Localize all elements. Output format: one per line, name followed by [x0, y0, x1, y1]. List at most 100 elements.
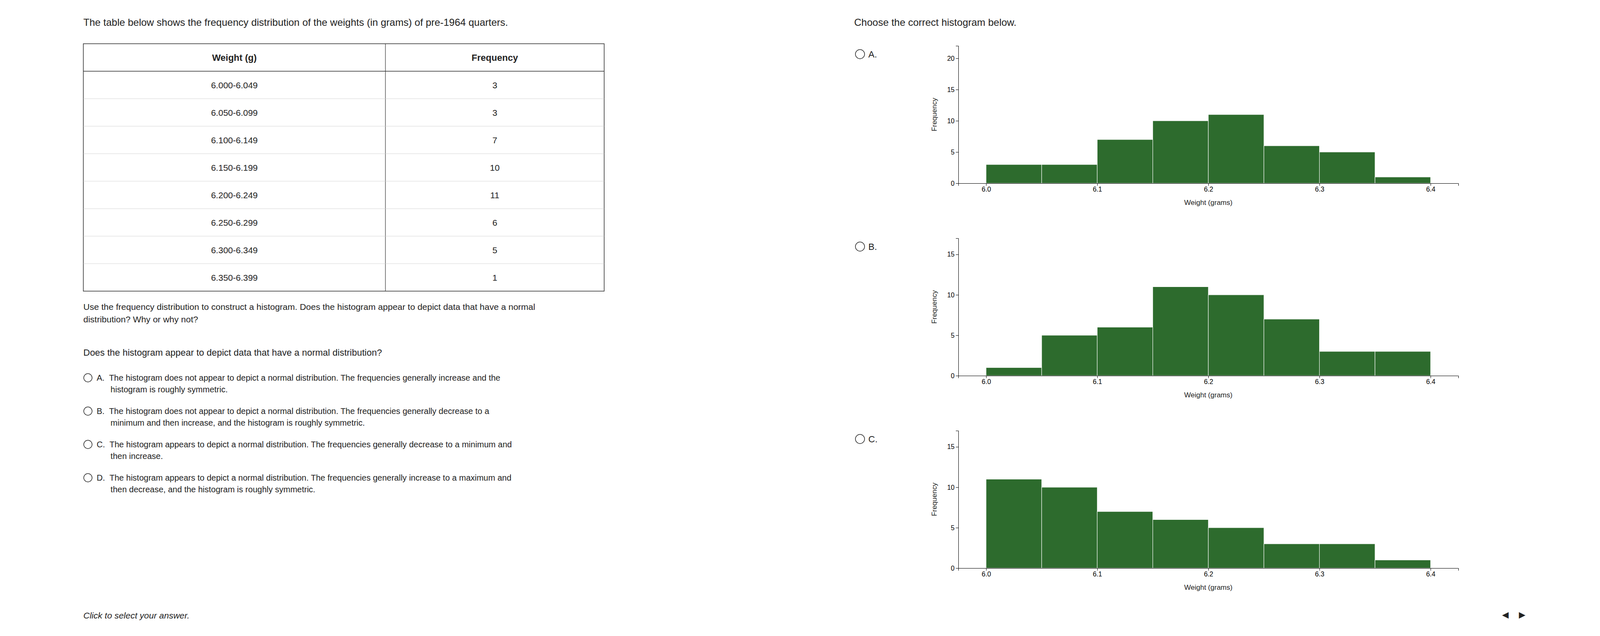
tick-mark [1208, 568, 1209, 571]
table-row-line [83, 208, 605, 210]
histogram-bar [986, 164, 1042, 184]
option-label: A. [868, 49, 878, 60]
histogram-bar [1097, 327, 1153, 376]
radio-button[interactable] [83, 473, 93, 483]
histogram-option[interactable]: B. [855, 241, 878, 253]
y-tick: 20 [947, 55, 959, 63]
tick-label: 15 [947, 86, 955, 94]
table-row-line [83, 236, 605, 237]
histogram-option[interactable]: C. [855, 434, 878, 445]
y-axis-title: Frequency [930, 482, 939, 517]
answer-text-line: B. The histogram does not appear to depi… [96, 406, 490, 416]
table-cell: 5 [492, 245, 498, 255]
tick-label: 5 [950, 332, 955, 340]
tick-label: 0 [950, 180, 955, 188]
answer-choice[interactable]: C. The histogram appears to depict a nor… [83, 440, 512, 461]
histogram-bar [1208, 527, 1264, 569]
table-row-line [83, 126, 605, 127]
tick-label: 6.4 [1426, 378, 1436, 386]
tick-mark [955, 375, 959, 377]
tick-label: 10 [947, 117, 955, 125]
y-axis-title: Frequency [930, 290, 939, 324]
tick-label: 5 [950, 524, 955, 532]
x-tick: 6.1 [1092, 375, 1103, 386]
tick-label: 10 [947, 484, 955, 492]
x-axis-line [958, 568, 1459, 572]
tick-mark [1430, 183, 1431, 186]
table-cell: 11 [490, 190, 500, 200]
radio-button[interactable] [855, 242, 865, 252]
radio-button[interactable] [83, 440, 93, 449]
histogram-bar [1375, 351, 1431, 376]
y-tick: 15 [947, 250, 959, 258]
x-tick: 6.1 [1092, 183, 1103, 193]
tick-mark [1208, 183, 1209, 186]
x-tick: 6.2 [1203, 568, 1213, 578]
option-label: C. [868, 434, 878, 445]
tick-mark [955, 447, 959, 448]
y-tick: 0 [950, 565, 959, 573]
answer-text-line: D. The histogram appears to depict a nor… [96, 473, 512, 483]
histogram-option[interactable]: A. [855, 49, 878, 60]
tick-label: 6.1 [1092, 378, 1103, 386]
table-row-line [83, 263, 605, 265]
histogram-bar [1152, 520, 1209, 569]
table-cell: 6.250-6.299 [210, 217, 258, 228]
bars [986, 479, 1431, 569]
y-tick: 5 [950, 332, 959, 340]
answer-text: C. The histogram appears to depict a nor… [96, 440, 512, 461]
tick-label: 6.3 [1315, 570, 1325, 578]
histogram-bar [1208, 114, 1264, 184]
answer-choice[interactable]: B. The histogram does not appear to depi… [83, 406, 490, 428]
table-cell: 1 [492, 272, 498, 283]
y-axis-line [955, 46, 959, 184]
title: The table below shows the frequency dist… [83, 16, 508, 28]
table-column-divider [385, 43, 386, 292]
navigation-arrows[interactable]: ◄ ► [1500, 608, 1528, 622]
y-tick: 15 [947, 443, 959, 451]
answer-choice[interactable]: D. The histogram appears to depict a nor… [83, 473, 512, 495]
radio-button[interactable] [855, 49, 865, 59]
tick-mark [955, 335, 959, 336]
tick-mark [955, 183, 959, 184]
tick-mark [1430, 375, 1431, 379]
tick-mark [986, 568, 987, 571]
instruction-text: Click to select your answer. [83, 610, 190, 621]
tick-label: 6.0 [981, 378, 991, 386]
x-axis-title: Weight (grams) [1184, 198, 1233, 207]
tick-mark [955, 254, 959, 255]
histogram-bar [1208, 295, 1264, 376]
x-tick: 6.3 [1315, 375, 1325, 386]
x-tick: 6.4 [1426, 375, 1436, 386]
y-axis: 051015 [947, 238, 959, 380]
tick-label: 6.2 [1203, 570, 1213, 578]
tick-mark [955, 58, 959, 59]
radio-button[interactable] [83, 373, 93, 383]
x-axis-title: Weight (grams) [1184, 391, 1233, 400]
tick-label: 10 [947, 291, 955, 299]
tick-mark [1319, 568, 1320, 571]
y-axis-title: Frequency [930, 97, 939, 132]
option-label: B. [868, 241, 878, 253]
answer-text: A. The histogram does not appear to depi… [96, 373, 501, 395]
table-row-line [83, 153, 605, 155]
table-cell: 10 [490, 162, 500, 173]
tick-mark [1430, 568, 1431, 571]
x-axis: 6.06.16.26.36.4 [958, 183, 1459, 193]
table-cell: 7 [492, 135, 498, 145]
tick-mark [1319, 183, 1320, 186]
histogram-bar [1319, 351, 1375, 376]
answer-choice[interactable]: A. The histogram does not appear to depi… [83, 373, 501, 395]
table: Weight (g)Frequency6.000-6.04936.050-6.0… [83, 43, 605, 292]
answer-text: B. The histogram does not appear to depi… [96, 406, 490, 428]
radio-button[interactable] [855, 434, 865, 444]
histogram-bar [1041, 164, 1098, 184]
bars [986, 286, 1431, 376]
tick-mark [986, 375, 987, 379]
x-tick: 6.4 [1426, 183, 1436, 193]
histogram-bar [986, 367, 1042, 376]
tick-mark [955, 89, 959, 90]
histogram-bar [1152, 286, 1209, 376]
radio-button[interactable] [83, 407, 93, 416]
tick-label: 6.0 [981, 185, 991, 193]
